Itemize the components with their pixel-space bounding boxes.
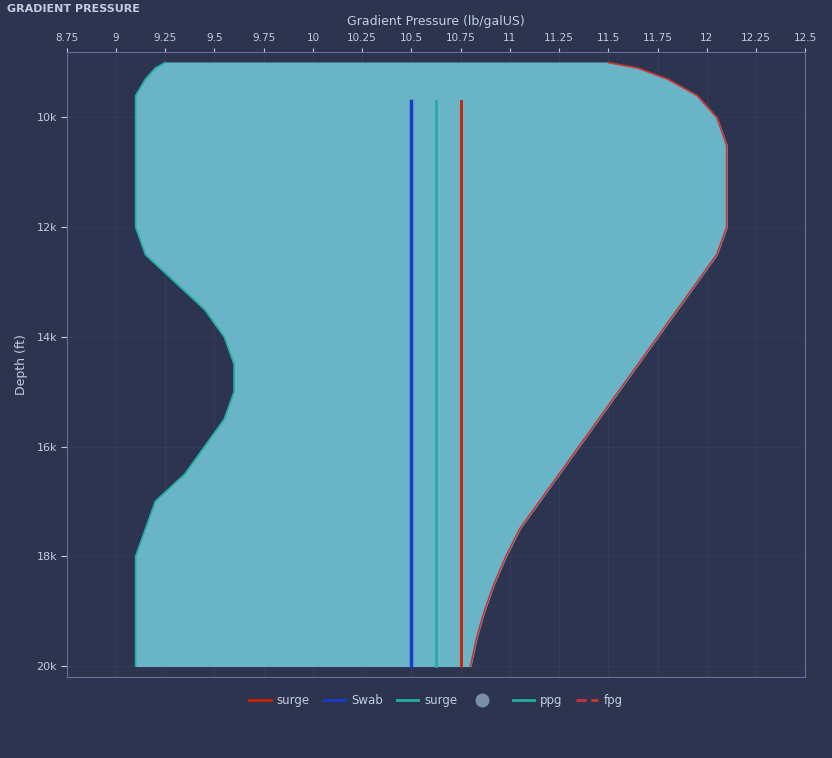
Legend: surge, Swab, surge, , ppg, fpg: surge, Swab, surge, , ppg, fpg [245,689,627,712]
X-axis label: Gradient Pressure (lb/galUS): Gradient Pressure (lb/galUS) [347,15,525,28]
Text: GRADIENT PRESSURE: GRADIENT PRESSURE [7,4,140,14]
Y-axis label: Depth (ft): Depth (ft) [15,334,28,395]
